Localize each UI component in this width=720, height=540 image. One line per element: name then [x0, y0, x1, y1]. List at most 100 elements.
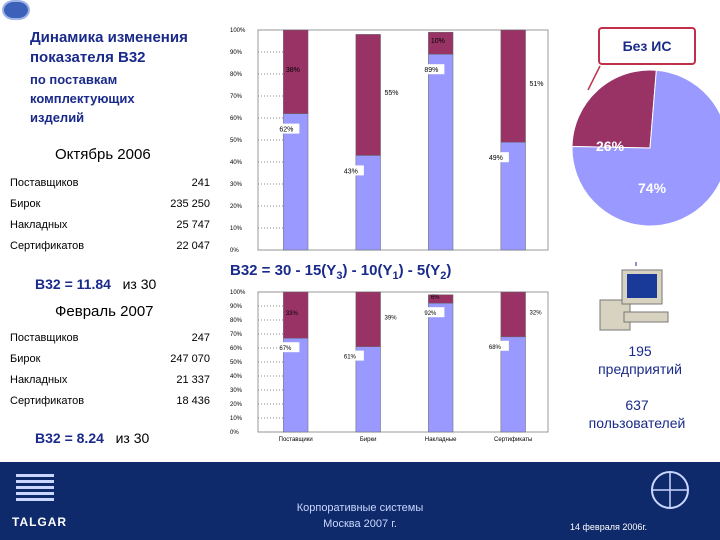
pie-slice — [571, 69, 720, 227]
stat-name: Бирок — [10, 197, 41, 210]
footer-bar — [0, 462, 720, 540]
bar-segment — [428, 53, 454, 251]
bar-segment — [355, 34, 381, 156]
data-label: 38% — [286, 67, 300, 74]
stat-name: Поставщиков — [10, 331, 79, 344]
y-tick-label: 70% — [230, 332, 243, 338]
stat-value: 21 337 — [176, 373, 210, 386]
x-tick-label: Поставщики — [279, 437, 313, 443]
stat-row: Накладных 25 747 — [10, 214, 210, 235]
globe-logo — [651, 471, 689, 509]
y-tick-label: 40% — [230, 160, 243, 166]
stat-name: Поставщиков — [10, 176, 79, 189]
data-label: 51% — [530, 81, 544, 88]
chart-october-2006: 0% 10% 20% 30% 40% 50% 60% 70% 80% 90% 100% 62% 38% 4… — [230, 28, 549, 254]
y-tick-label: 70% — [230, 94, 243, 100]
stat-name: Сертификатов — [10, 239, 85, 252]
data-label: 89% — [424, 67, 438, 74]
bar-segment — [428, 294, 454, 304]
stat-value: 22 047 — [176, 239, 210, 252]
data-label: 49% — [489, 155, 503, 162]
data-label: 33% — [286, 311, 299, 317]
data-label: 68% — [489, 345, 502, 351]
data-label: 61% — [344, 355, 357, 361]
y-tick-label: 50% — [230, 138, 243, 144]
pie-label-inside: 74% — [638, 180, 667, 196]
period2-label: Февраль 2007 — [55, 303, 154, 320]
computer-icon — [599, 262, 669, 331]
footer-date: 14 февраля 2006г. — [570, 522, 648, 532]
period1-stats: Поставщиков 241 Бирок 235 250 Накладных 25 74… — [10, 172, 210, 256]
page-subtitle: по поставкам комплектующих изделий — [30, 72, 135, 125]
data-label: 62% — [279, 127, 293, 134]
y-tick-label: 0% — [230, 248, 239, 254]
bar-segment — [283, 291, 309, 339]
data-label-box — [422, 307, 445, 318]
data-label: 6% — [431, 295, 440, 301]
bar-segment — [500, 291, 526, 338]
y-tick-label: 10% — [230, 226, 243, 232]
talgar-logo-mark — [16, 474, 54, 501]
bar-segment — [428, 302, 454, 433]
x-tick-label: Сертификаты — [494, 437, 532, 443]
y-tick-label: 30% — [230, 388, 243, 394]
y-tick-label: 20% — [230, 402, 243, 408]
data-label: 92% — [424, 311, 437, 317]
y-tick-label: 60% — [230, 116, 243, 122]
y-tick-label: 90% — [230, 304, 243, 310]
bar-segment — [500, 336, 526, 433]
stat-value: 235 250 — [170, 197, 210, 210]
stat-name: Сертификатов — [10, 394, 85, 407]
stat-row: Сертификатов 18 436 — [10, 390, 210, 411]
lada-logo — [2, 0, 30, 20]
y-tick-label: 0% — [230, 430, 239, 436]
stat-row: Накладных 21 337 — [10, 369, 210, 390]
chart-february-2007: 0% 10% 20% 30% 40% 50% 60% 70% 80% 90% 100% 67% 33% П… — [230, 290, 549, 443]
bar-segment — [428, 31, 454, 55]
stat-value: 25 747 — [176, 218, 210, 231]
users-stat: 637 пользователей — [588, 397, 686, 431]
data-label-box — [422, 64, 445, 75]
data-label: 32% — [530, 310, 543, 316]
stat-value: 247 — [191, 331, 210, 344]
y-tick-label: 10% — [230, 416, 243, 422]
y-tick-label: 60% — [230, 346, 243, 352]
y-tick-label: 100% — [230, 290, 246, 296]
stat-row: Сертификатов 22 047 — [10, 235, 210, 256]
period1-b32: В32 = 11.84 из 30 — [35, 276, 157, 292]
period1-label: Октябрь 2006 — [55, 146, 151, 163]
stat-row: Бирок 247 070 — [10, 348, 210, 369]
x-tick-label: Накладные — [425, 437, 457, 443]
no-is-pie-chart — [571, 65, 720, 227]
data-label-box — [341, 350, 364, 361]
data-label-box — [277, 123, 300, 134]
data-label-box — [486, 152, 509, 163]
stat-value: 241 — [191, 176, 210, 189]
stat-name: Накладных — [10, 373, 68, 386]
data-label: 10% — [431, 38, 445, 45]
stat-value: 18 436 — [176, 394, 210, 407]
callout-pointer — [587, 65, 601, 91]
data-label: 55% — [385, 90, 399, 97]
bar-segment — [500, 29, 526, 143]
data-label: 43% — [344, 168, 358, 175]
bar-segment — [355, 346, 381, 433]
stat-name: Накладных — [10, 218, 68, 231]
footer-corp-text: Корпоративные системы Москва 2007 г. — [296, 502, 424, 530]
y-tick-label: 30% — [230, 182, 243, 188]
data-label: 39% — [385, 315, 398, 321]
stat-value: 247 070 — [170, 352, 210, 365]
period2-b32: В32 = 8.24 из 30 — [35, 430, 150, 446]
b32-formula: В32 = 30 - 15(Y3) - 10(Y1) - 5(Y2) — [230, 262, 452, 282]
stat-row: Бирок 235 250 — [10, 193, 210, 214]
stat-row: Поставщиков 241 — [10, 172, 210, 193]
pie-label-outside: 26% — [596, 138, 625, 154]
no-is-callout: Без ИС — [598, 27, 696, 65]
y-tick-label: 90% — [230, 50, 243, 56]
y-tick-label: 20% — [230, 204, 243, 210]
y-tick-label: 100% — [230, 28, 246, 34]
pie-slice — [571, 69, 657, 149]
data-label: 67% — [279, 346, 292, 352]
bar-segment — [283, 337, 309, 433]
x-tick-label: Бирки — [360, 437, 377, 443]
